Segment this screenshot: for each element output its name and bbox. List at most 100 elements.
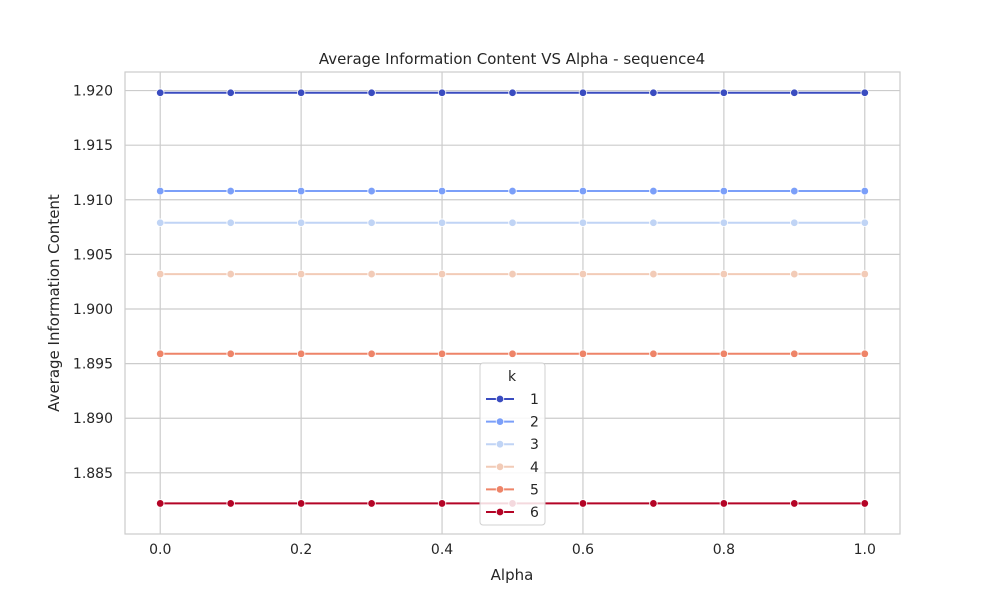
data-point <box>578 499 588 508</box>
data-point <box>226 186 235 196</box>
data-point <box>156 349 165 358</box>
legend-item-k3: 3 <box>486 437 539 453</box>
plot-area-border <box>124 71 901 535</box>
legend-item-k2: 2 <box>486 415 539 431</box>
data-point <box>367 218 376 227</box>
series-k3 <box>156 218 869 227</box>
data-point <box>860 88 869 97</box>
data-point <box>296 88 306 97</box>
data-point <box>649 349 658 358</box>
y-tick-labels: 1.885 1.890 1.895 1.900 1.905 1.910 1.915 1.920 <box>73 84 113 482</box>
legend-label: 5 <box>530 482 539 498</box>
data-point <box>578 349 588 358</box>
data-point <box>508 186 517 196</box>
series-k4 <box>156 269 869 279</box>
data-point <box>719 186 729 196</box>
y-axis-label: Average Information Content <box>45 194 63 412</box>
data-point <box>156 499 165 508</box>
data-point <box>437 349 447 358</box>
legend-item-k6: 6 <box>486 505 539 521</box>
data-point <box>649 499 658 508</box>
legend-title: k <box>508 369 517 385</box>
data-point <box>296 269 306 279</box>
data-point <box>719 218 729 227</box>
data-point <box>719 269 729 279</box>
data-point <box>156 269 165 279</box>
legend-label: 3 <box>530 437 539 453</box>
data-point <box>296 218 306 227</box>
data-point <box>860 269 869 279</box>
data-point <box>578 186 588 196</box>
data-point <box>790 218 799 227</box>
legend-item-k4: 4 <box>486 460 539 476</box>
y-tick-label: 1.900 <box>73 302 113 318</box>
data-point <box>156 88 165 97</box>
data-point <box>719 88 729 97</box>
data-point <box>156 186 165 196</box>
data-point <box>226 88 235 97</box>
data-point <box>437 218 447 227</box>
data-point <box>860 218 869 227</box>
data-point <box>578 218 588 227</box>
data-point <box>790 499 799 508</box>
legend-label: 1 <box>530 392 539 408</box>
data-point <box>719 349 729 358</box>
x-tick-label: 1.0 <box>854 542 876 558</box>
data-point <box>790 269 799 279</box>
data-point <box>719 499 729 508</box>
data-point <box>226 499 235 508</box>
y-tick-label: 1.920 <box>73 84 113 100</box>
data-point <box>226 349 235 358</box>
x-tick-labels: 0.0 0.2 0.4 0.6 0.8 1.0 <box>149 542 876 558</box>
data-point <box>437 186 447 196</box>
data-point <box>367 499 376 508</box>
legend-swatch-marker <box>495 507 505 517</box>
data-point <box>508 349 517 358</box>
data-point <box>367 269 376 279</box>
data-point <box>578 269 588 279</box>
data-point <box>649 186 658 196</box>
data-point <box>367 349 376 358</box>
legend-item-k5: 5 <box>486 482 539 498</box>
legend-label: 6 <box>530 505 539 521</box>
data-point <box>790 186 799 196</box>
legend-swatch-marker <box>495 485 505 494</box>
data-point <box>437 88 447 97</box>
data-point <box>508 218 517 227</box>
y-tick-label: 1.895 <box>73 357 113 373</box>
x-axis-label: Alpha <box>491 566 534 584</box>
data-point <box>578 88 588 97</box>
legend-label: 2 <box>530 415 539 431</box>
legend-item-k1: 1 <box>486 392 539 408</box>
data-point <box>649 88 658 97</box>
y-tick-label: 1.915 <box>73 138 113 154</box>
data-point <box>156 218 165 227</box>
legend-swatch-marker <box>495 394 505 404</box>
data-point <box>367 88 376 97</box>
data-point <box>296 499 306 508</box>
data-point <box>296 349 306 358</box>
data-point <box>790 88 799 97</box>
data-point <box>508 269 517 279</box>
data-point <box>790 349 799 358</box>
data-point <box>437 499 447 508</box>
x-tick-label: 0.2 <box>290 542 312 558</box>
data-point <box>508 88 517 97</box>
data-point <box>649 218 658 227</box>
series-k5 <box>156 349 869 358</box>
data-point <box>649 269 658 279</box>
chart-title: Average Information Content VS Alpha - s… <box>319 50 705 68</box>
x-tick-label: 0.6 <box>572 542 594 558</box>
legend-swatch-marker <box>495 462 505 471</box>
series-k1 <box>156 88 869 97</box>
series-k2 <box>156 186 869 196</box>
x-tick-label: 0.4 <box>431 542 453 558</box>
data-point <box>226 218 235 227</box>
data-point <box>860 186 869 196</box>
data-point <box>367 186 376 196</box>
y-tick-label: 1.890 <box>73 411 113 427</box>
data-point <box>296 186 306 196</box>
legend-swatch-marker <box>495 417 505 426</box>
